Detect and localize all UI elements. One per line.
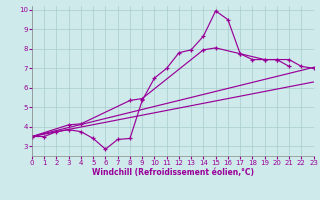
X-axis label: Windchill (Refroidissement éolien,°C): Windchill (Refroidissement éolien,°C) [92, 168, 254, 177]
